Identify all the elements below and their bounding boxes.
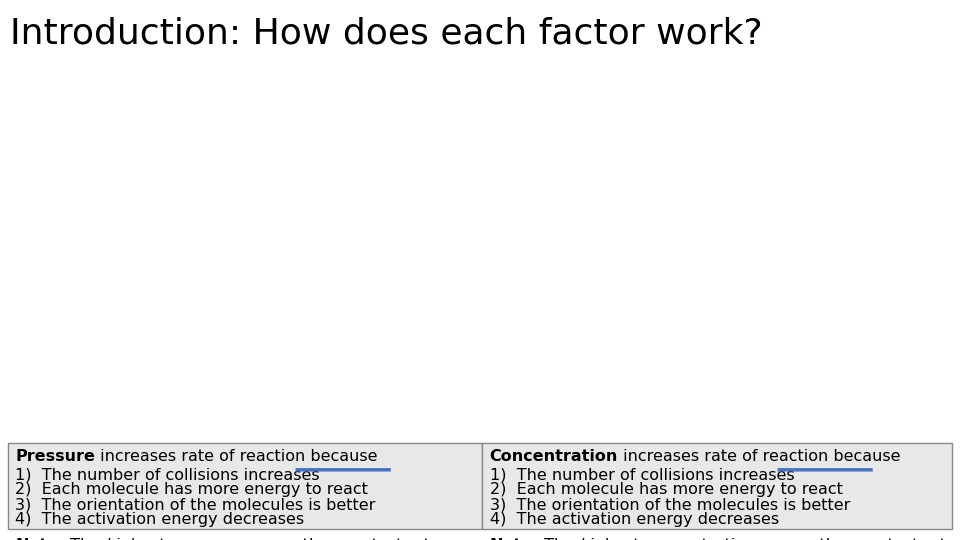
Text: pressure means the: pressure means the [164, 538, 335, 540]
Text: 3)  The orientation of the molecules is better: 3) The orientation of the molecules is b… [15, 497, 375, 512]
Text: Note:: Note: [490, 538, 540, 540]
Text: 2)  Each molecule has more energy to react: 2) Each molecule has more energy to reac… [490, 482, 843, 497]
Text: rate.: rate. [918, 538, 960, 540]
Text: 4)  The activation energy decreases: 4) The activation energy decreases [15, 512, 304, 528]
Text: 4)  The activation energy decreases: 4) The activation energy decreases [490, 512, 779, 528]
Text: Introduction: How does each factor work?: Introduction: How does each factor work? [10, 16, 762, 50]
Text: highest: highest [105, 538, 164, 540]
Text: greatest: greatest [851, 538, 918, 540]
Text: The: The [540, 538, 579, 540]
Text: Note:: Note: [15, 538, 65, 540]
Text: highest: highest [579, 538, 638, 540]
Text: 1)  The number of collisions increases: 1) The number of collisions increases [490, 467, 794, 482]
Text: The: The [65, 538, 105, 540]
Text: 3)  The orientation of the molecules is better: 3) The orientation of the molecules is b… [490, 497, 850, 512]
Text: increases rate of reaction because: increases rate of reaction because [95, 449, 377, 464]
Text: concentration means the: concentration means the [638, 538, 851, 540]
Text: Pressure: Pressure [15, 449, 95, 464]
FancyBboxPatch shape [482, 443, 952, 529]
Text: rate: rate [402, 538, 440, 540]
Text: 2)  Each molecule has more energy to react: 2) Each molecule has more energy to reac… [15, 482, 369, 497]
FancyBboxPatch shape [8, 443, 482, 529]
Text: 1)  The number of collisions increases: 1) The number of collisions increases [15, 467, 320, 482]
Text: increases rate of reaction because: increases rate of reaction because [618, 449, 900, 464]
Text: Concentration: Concentration [490, 449, 618, 464]
Text: greatest: greatest [335, 538, 402, 540]
